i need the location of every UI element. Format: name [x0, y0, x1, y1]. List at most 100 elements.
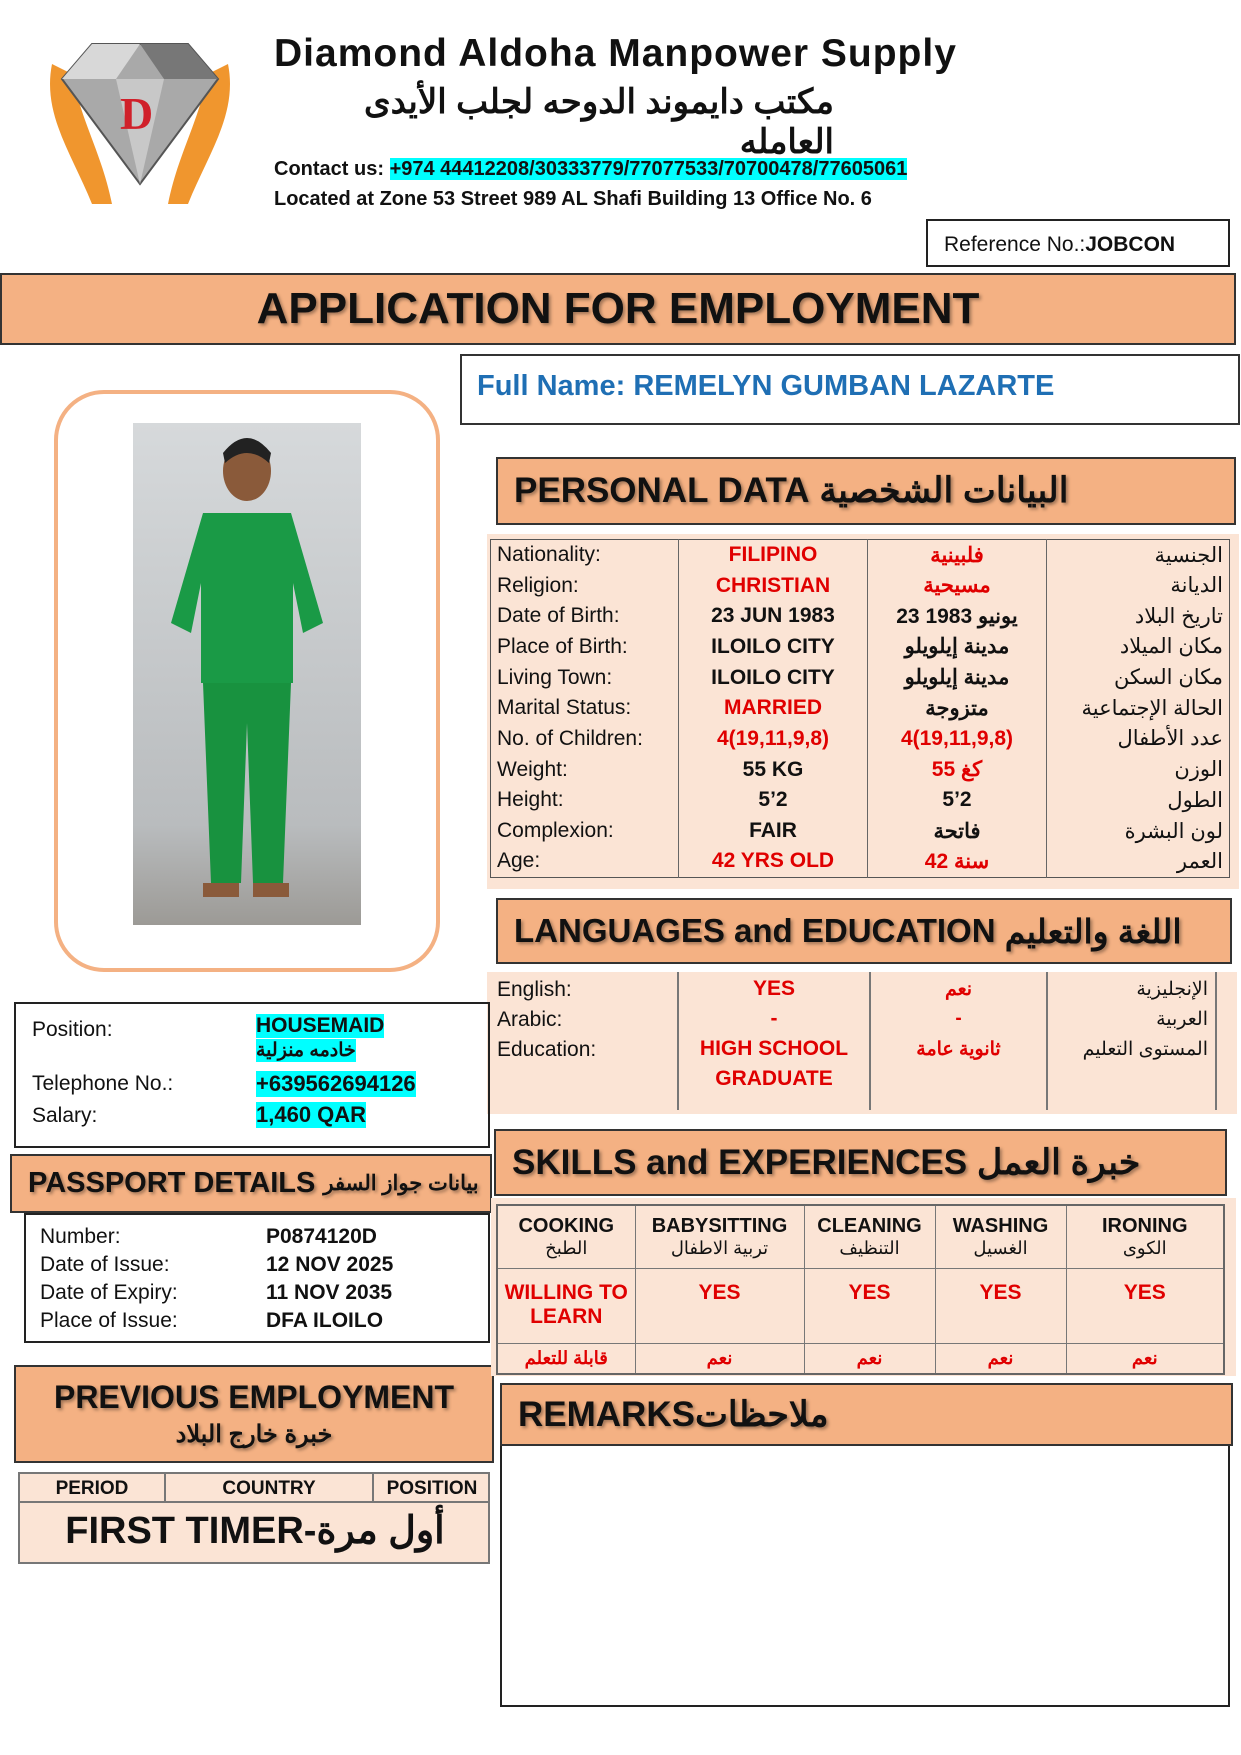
field-label-ar: الطول — [1167, 788, 1223, 812]
language-value-ar: - — [955, 1008, 962, 1029]
skill-value-ar: نعم — [634, 1342, 805, 1375]
skill-name-ar: الطبخ — [545, 1237, 588, 1258]
personal-data-table: Nationality: FILIPINO فلبينية الجنسية Rel… — [490, 539, 1230, 878]
svg-text:D: D — [120, 88, 153, 139]
personal-row: Marital Status: MARRIED متزوجة الحالة ال… — [490, 692, 1230, 724]
language-value: - — [770, 1007, 778, 1030]
field-value: 55 KG — [678, 754, 868, 785]
field-value: ILOILO CITY — [678, 631, 868, 663]
passport-header: PASSPORT DETAILS بيانات جواز السفر — [10, 1154, 492, 1213]
personal-title-en: PERSONAL DATA — [514, 471, 810, 510]
field-label-ar: الحالة الإجتماعية — [1081, 696, 1223, 720]
application-title: APPLICATION FOR EMPLOYMENT — [0, 273, 1236, 345]
position-value: HOUSEMAID — [256, 1014, 385, 1038]
personal-row: Age: 42 YRS OLD 42 سنة العمر — [490, 846, 1230, 878]
personal-row: Religion: CHRISTIAN مسيحية الديانة — [490, 570, 1230, 601]
language-value: HIGH SCHOOL GRADUATE — [699, 1037, 849, 1090]
personal-row: Place of Birth: ILOILO CITY مدينة إيلويل… — [490, 631, 1230, 663]
job-details-box: Position: HOUSEMAID خادمه منزلية Telepho… — [14, 1002, 490, 1148]
skill-name: COOKING الطبخ — [496, 1204, 636, 1269]
language-label-ar: المستوى التعليم — [1082, 1039, 1208, 1060]
skills-title-en: SKILLS and EXPERIENCES — [512, 1142, 968, 1182]
column-country: COUNTRY — [166, 1474, 374, 1503]
languages-title-ar: اللغة والتعليم — [1004, 912, 1182, 950]
language-value-ar: نعم — [944, 979, 973, 1000]
skill-name-en: BABYSITTING — [651, 1214, 788, 1237]
field-label-ar: لون البشرة — [1124, 819, 1223, 843]
field-label-ar: مكان الميلاد — [1119, 635, 1223, 659]
field-value: FAIR — [678, 815, 868, 847]
skill-value-ar: نعم — [934, 1342, 1067, 1375]
reference-box: Reference No.:JOBCON — [926, 219, 1230, 267]
reference-label: Reference No.: — [944, 233, 1086, 256]
field-label: No. of Children: — [490, 723, 679, 755]
skill-name-ar: الكوى — [1122, 1237, 1167, 1258]
field-value: 23 JUN 1983 — [678, 600, 868, 632]
full-name-label: Full Name: — [477, 370, 626, 402]
field-value-ar: متزوجة — [867, 692, 1047, 724]
field-label-ar: عدد الأطفال — [1117, 727, 1223, 751]
field-label: Age: — [490, 846, 679, 878]
languages-panel: English: YES نعم الإنجليزية Arabic: - - … — [487, 972, 1237, 1114]
company-name-ar: مكتب دايموند الدوحه لجلب الأيدى العامله — [363, 83, 834, 161]
field-label: Weight: — [490, 754, 679, 785]
passport-title-ar: بيانات جواز السفر — [323, 1172, 479, 1195]
reference-value: JOBCON — [1085, 233, 1176, 256]
passport-box: Number: P0874120D Date of Issue: 12 NOV 2… — [24, 1213, 490, 1343]
field-value-ar: 42 سنة — [867, 846, 1047, 878]
skills-table: COOKING الطبخ BABYSITTING تربية الاطفال CLEA… — [496, 1204, 1225, 1375]
personal-row: No. of Children: 4(19,11,9,8) 4(19,11,9,… — [490, 723, 1230, 755]
previous-employment-value: FIRST TIMER-أول مرة — [65, 1510, 445, 1552]
field-value-ar: 55 كغ — [867, 754, 1047, 785]
company-logo: D — [32, 34, 248, 214]
passport-label: Number: — [40, 1225, 121, 1248]
field-label: Marital Status: — [490, 692, 679, 724]
skill-value: YES — [934, 1267, 1067, 1344]
personal-row: Weight: 55 KG 55 كغ الوزن — [490, 754, 1230, 785]
field-value-ar: 5’2 — [867, 785, 1047, 816]
language-label: English: — [497, 978, 572, 1001]
field-label-ar: العمر — [1176, 849, 1223, 873]
field-value: 4(19,11,9,8) — [678, 723, 868, 755]
personal-row: Complexion: FAIR فاتحة لون البشرة — [490, 815, 1230, 847]
column-position: POSITION — [374, 1474, 490, 1503]
skill-value-ar: نعم — [803, 1342, 936, 1375]
field-value: 5’2 — [678, 785, 868, 816]
personal-data-panel: Nationality: FILIPINO فلبينية الجنسية Rel… — [487, 534, 1239, 889]
remarks-title: REMARKSملاحظات — [518, 1394, 829, 1434]
personal-row: Nationality: FILIPINO فلبينية الجنسية — [490, 539, 1230, 571]
remarks-header: REMARKSملاحظات — [500, 1383, 1233, 1446]
previous-title-ar: خبرة خارج البلاد — [175, 1421, 333, 1448]
field-value-ar: مدينة إيلويلو — [867, 631, 1047, 663]
field-label: Height: — [490, 785, 679, 816]
skill-name-ar: الغسيل — [973, 1237, 1028, 1258]
position-value-ar: خادمه منزلية — [256, 1039, 356, 1062]
skill-name-ar: تربية الاطفال — [670, 1237, 769, 1258]
field-label-ar: تاريخ البلاد — [1134, 604, 1223, 628]
field-value: CHRISTIAN — [678, 570, 868, 601]
passport-value: P0874120D — [266, 1225, 377, 1248]
skill-name: CLEANING التنظيف — [803, 1204, 936, 1269]
field-label-ar: الوزن — [1174, 758, 1223, 782]
field-value-ar: 23 1983 يونيو — [867, 600, 1047, 632]
skills-header: SKILLS and EXPERIENCES خبرة العمل — [494, 1129, 1227, 1196]
skill-name-en: WASHING — [952, 1214, 1049, 1237]
passport-value: 11 NOV 2035 — [266, 1281, 393, 1304]
field-value: FILIPINO — [678, 539, 868, 571]
field-label: Complexion: — [490, 815, 679, 847]
field-value-ar: فاتحة — [867, 815, 1047, 847]
skill-value: YES — [803, 1267, 936, 1344]
skill-name: WASHING الغسيل — [934, 1204, 1067, 1269]
field-label: Nationality: — [490, 539, 679, 571]
personal-data-header: PERSONAL DATA البيانات الشخصية — [496, 457, 1236, 525]
salary-label: Salary: — [32, 1104, 98, 1127]
skill-name-en: COOKING — [518, 1214, 615, 1237]
full-name-box: Full Name: REMELYN GUMBAN LAZARTE — [460, 354, 1240, 425]
skill-name-ar: التنظيف — [839, 1237, 900, 1258]
personal-title-ar: البيانات الشخصية — [819, 471, 1069, 510]
passport-label: Place of Issue: — [40, 1309, 178, 1332]
field-value: 42 YRS OLD — [678, 846, 868, 878]
field-value-ar: مسيحية — [867, 570, 1047, 601]
field-value-ar: 4(19,11,9,8) — [867, 723, 1047, 755]
column-period: PERIOD — [20, 1474, 166, 1503]
